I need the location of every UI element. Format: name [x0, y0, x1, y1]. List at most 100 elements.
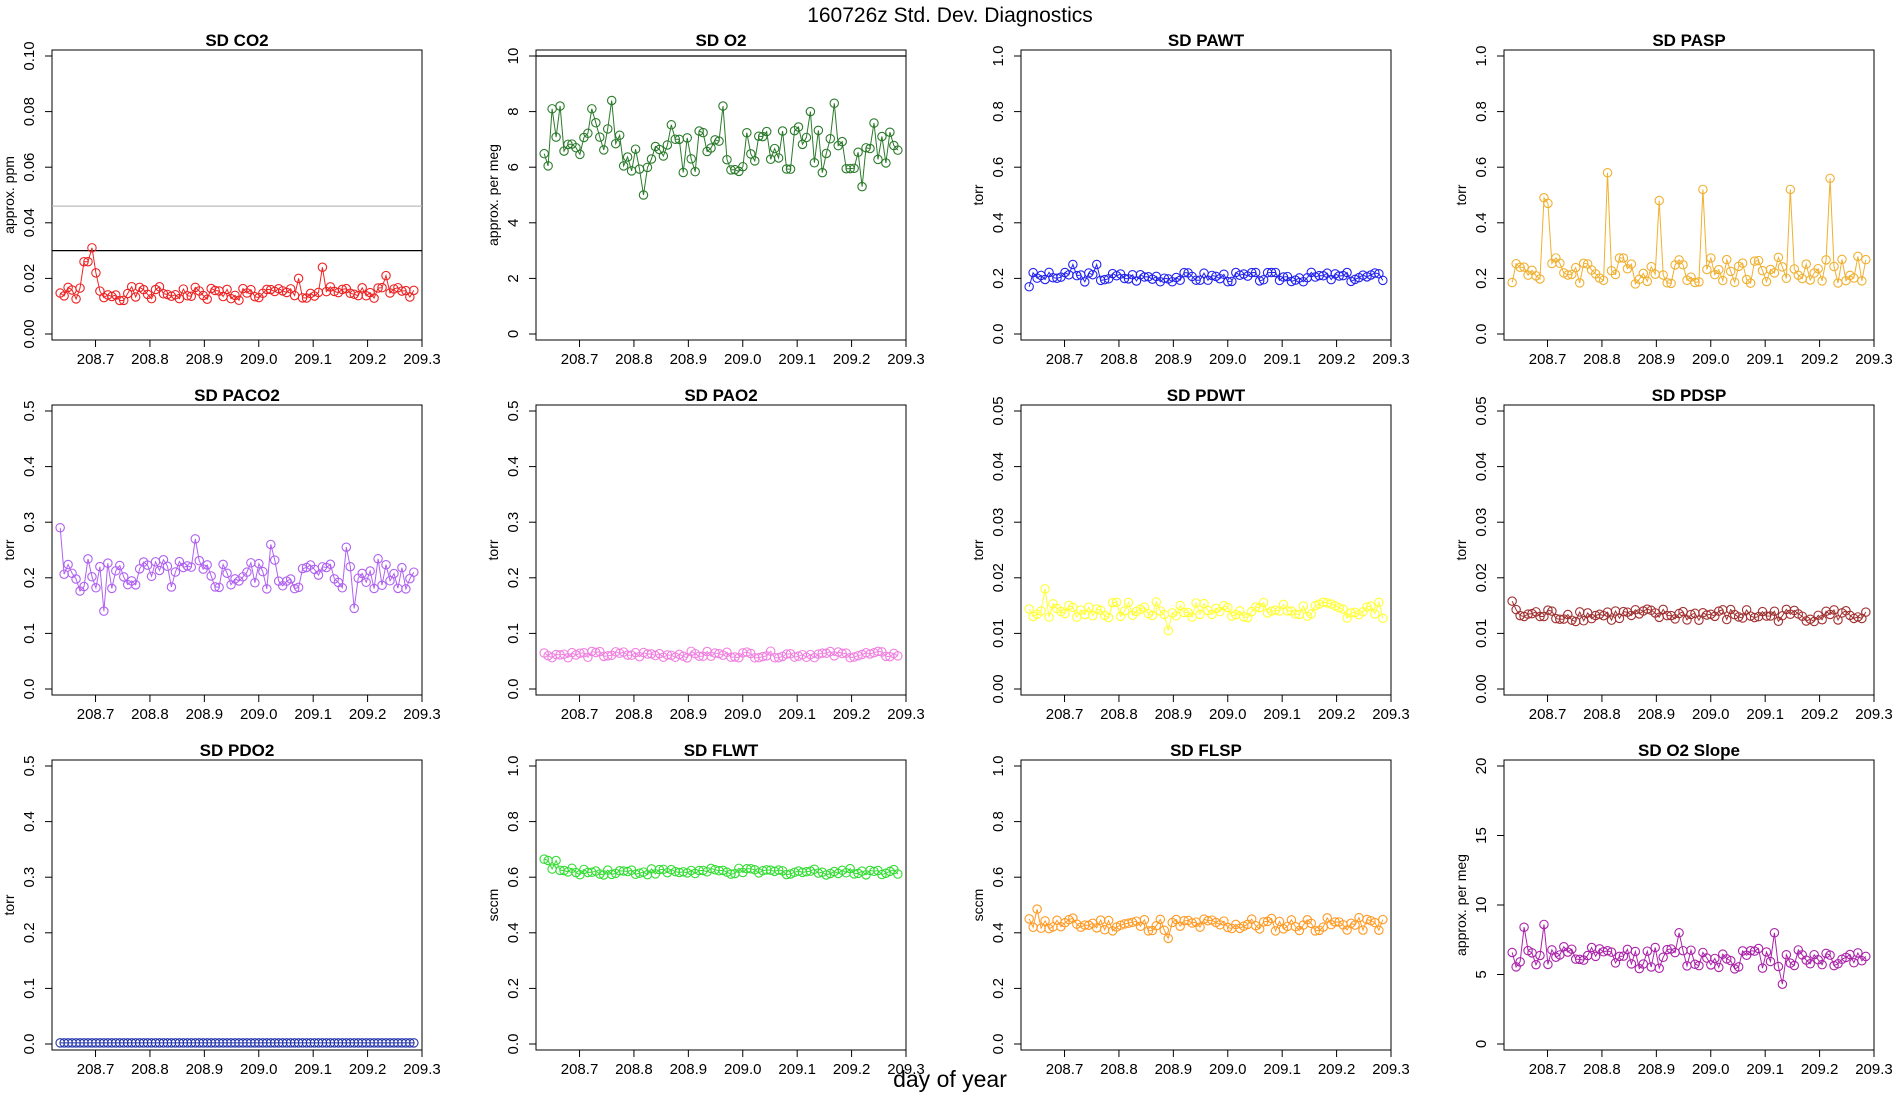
data-point [1175, 275, 1185, 286]
data-point [610, 138, 621, 149]
data-point [599, 145, 609, 155]
data-point [730, 652, 740, 662]
data-point [317, 262, 328, 273]
data-point [210, 582, 220, 592]
x-tick-label: 209.0 [724, 351, 762, 368]
data-point [869, 118, 879, 128]
data-point [1769, 606, 1780, 616]
data-point [75, 283, 85, 293]
data-point [1833, 615, 1843, 625]
data-point [1638, 268, 1649, 279]
y-tick-label: 0.5 [21, 756, 38, 777]
data-point [773, 153, 784, 163]
y-tick-label: 0.02 [1473, 563, 1490, 592]
data-point [242, 567, 252, 577]
data-point [1378, 275, 1388, 286]
data-point [757, 651, 768, 662]
data-point [1507, 947, 1517, 958]
y-tick-label: 0.04 [990, 452, 1007, 481]
data-point [405, 1038, 415, 1048]
data-point [1539, 919, 1549, 930]
x-tick-label: 209.0 [1692, 351, 1730, 368]
x-tick-label: 209.2 [349, 351, 387, 368]
y-tick-label: 0.2 [505, 567, 522, 588]
data-point [1729, 277, 1740, 288]
data-point [377, 580, 387, 590]
data-point [881, 158, 891, 168]
data-point [682, 133, 692, 143]
x-tick-label: 208.9 [670, 706, 708, 723]
data-point [1227, 276, 1237, 287]
data-point [1246, 267, 1257, 278]
data-point [373, 554, 383, 564]
data-point [1761, 611, 1772, 621]
data-point [722, 154, 732, 165]
y-tick-label: 15 [1473, 827, 1490, 844]
data-point [182, 290, 193, 301]
y-tick-label: 0.4 [21, 456, 38, 477]
data-point [59, 291, 69, 301]
data-point [1722, 614, 1732, 625]
data-point [1694, 615, 1704, 625]
data-point [1638, 959, 1649, 969]
data-point [1278, 272, 1289, 282]
x-tick-label: 209.1 [1746, 351, 1784, 368]
data-point [761, 126, 772, 137]
data-point [893, 651, 903, 661]
x-tick-label: 209.1 [294, 351, 332, 368]
data-point [1563, 270, 1573, 280]
y-axis-label: sccm [485, 889, 501, 922]
data-point [817, 167, 828, 178]
x-tick-label: 209.2 [833, 351, 871, 368]
data-point [813, 125, 824, 136]
y-tick-label: 0.08 [21, 97, 38, 126]
x-tick-label: 208.8 [1100, 706, 1138, 723]
data-point [146, 571, 157, 582]
x-tick-label: 208.7 [1529, 1061, 1567, 1078]
data-point [134, 564, 145, 574]
data-point [1662, 610, 1672, 621]
data-point [1378, 613, 1388, 624]
data-point [1163, 933, 1173, 944]
y-axis-label: torr [485, 539, 501, 560]
data-point [258, 566, 268, 577]
data-point [1370, 268, 1380, 278]
data-point [373, 283, 383, 293]
data-point [146, 293, 157, 304]
plot-frame [51, 49, 423, 341]
data-point [1642, 276, 1653, 287]
data-point [706, 143, 716, 153]
panel-title: SD FLSP [1170, 741, 1242, 760]
data-point [1650, 942, 1660, 953]
data-point [865, 143, 875, 154]
data-point [1817, 959, 1827, 970]
data-point [1374, 597, 1384, 608]
data-point [1179, 267, 1189, 278]
data-point [1618, 606, 1629, 617]
data-point [1813, 263, 1823, 274]
y-tick-label: 20 [1473, 758, 1490, 775]
data-point [1531, 959, 1541, 970]
y-tick-label: 0.00 [21, 319, 38, 348]
data-point [849, 163, 859, 174]
data-point [1032, 904, 1042, 914]
x-tick-label: 209.0 [1692, 1061, 1730, 1078]
plot-frame [1020, 759, 1392, 1051]
data-point [793, 122, 804, 132]
data-point [142, 560, 153, 570]
data-point [1614, 253, 1625, 263]
data-point [1519, 262, 1529, 272]
x-tick-label: 209.2 [1318, 706, 1356, 723]
data-point [1614, 951, 1625, 962]
data-point [409, 285, 419, 296]
data-point [1274, 916, 1285, 927]
data-point [1358, 925, 1368, 935]
data-point [166, 582, 177, 592]
x-tick-label: 208.8 [1100, 351, 1138, 368]
y-tick-label: 0.06 [21, 153, 38, 182]
data-point [186, 562, 197, 572]
y-tick-label: 0.4 [21, 811, 38, 832]
y-tick-label: 0.4 [505, 456, 522, 477]
y-tick-label: 0.8 [505, 811, 522, 832]
data-point [1171, 611, 1181, 621]
